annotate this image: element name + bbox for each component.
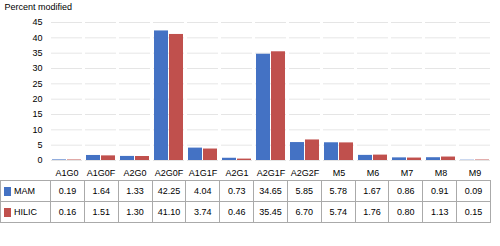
svg-text:A2G2F: A2G2F <box>291 168 320 178</box>
svg-text:A1G1F: A1G1F <box>189 168 218 178</box>
svg-text:A2G0: A2G0 <box>123 168 146 178</box>
html-text:1.51: 1.51 <box>92 207 110 217</box>
html-text:3.74: 3.74 <box>194 207 212 217</box>
html-text:0.91: 0.91 <box>430 186 449 196</box>
svg-text:0: 0 <box>37 155 42 165</box>
html-text:1.33: 1.33 <box>126 186 144 196</box>
html-text:34.65: 34.65 <box>259 186 282 196</box>
html-text:1.13: 1.13 <box>430 207 449 217</box>
svg-text:40: 40 <box>32 33 42 43</box>
html-text:41.10: 41.10 <box>157 207 181 217</box>
html-text:1.67: 1.67 <box>363 186 381 196</box>
html-text:0.19: 0.19 <box>58 186 77 196</box>
svg-text:M9: M9 <box>469 168 482 178</box>
svg-text:10: 10 <box>32 125 42 135</box>
svg-text:20: 20 <box>32 94 42 104</box>
svg-text:5: 5 <box>37 140 42 150</box>
html-text:5.74: 5.74 <box>329 207 347 217</box>
html-text:5.78: 5.78 <box>329 186 347 196</box>
html-text:5.85: 5.85 <box>295 186 314 196</box>
html-text:1.76: 1.76 <box>363 207 381 217</box>
svg-text:A1G0F: A1G0F <box>87 168 116 178</box>
html-text:0.46: 0.46 <box>227 207 246 217</box>
svg-text:35: 35 <box>32 48 42 58</box>
html-text:0.73: 0.73 <box>227 186 246 196</box>
svg-text:15: 15 <box>32 109 42 119</box>
html-text:4.04: 4.04 <box>194 186 212 196</box>
svg-text:M5: M5 <box>333 168 346 178</box>
svg-text:Percent modified: Percent modified <box>5 2 73 12</box>
svg-text:30: 30 <box>32 63 42 73</box>
svg-text:A2G1: A2G1 <box>225 168 248 178</box>
html-text:1.30: 1.30 <box>126 207 144 217</box>
svg-text:25: 25 <box>32 79 42 89</box>
svg-text:M8: M8 <box>435 168 448 178</box>
svg-text:45: 45 <box>32 17 42 27</box>
html-text:0.09: 0.09 <box>464 186 483 196</box>
svg-text:M7: M7 <box>401 168 414 178</box>
svg-text:A2G0F: A2G0F <box>155 168 184 178</box>
svg-text:A2G1F: A2G1F <box>257 168 286 178</box>
html-text:0.80: 0.80 <box>397 207 415 217</box>
html-text:0.86: 0.86 <box>397 186 415 196</box>
html-text:35.45: 35.45 <box>259 207 282 217</box>
html-text:0.15: 0.15 <box>464 207 483 217</box>
html-text:42.25: 42.25 <box>157 186 181 196</box>
html-text:HILIC: HILIC <box>14 206 37 217</box>
html-text:0.16: 0.16 <box>58 207 77 217</box>
html-text:6.70: 6.70 <box>295 207 314 217</box>
html-text:MAM: MAM <box>14 185 35 196</box>
svg-text:A1G0: A1G0 <box>55 168 78 178</box>
svg-text:M6: M6 <box>367 168 380 178</box>
html-text:1.64: 1.64 <box>92 186 110 196</box>
